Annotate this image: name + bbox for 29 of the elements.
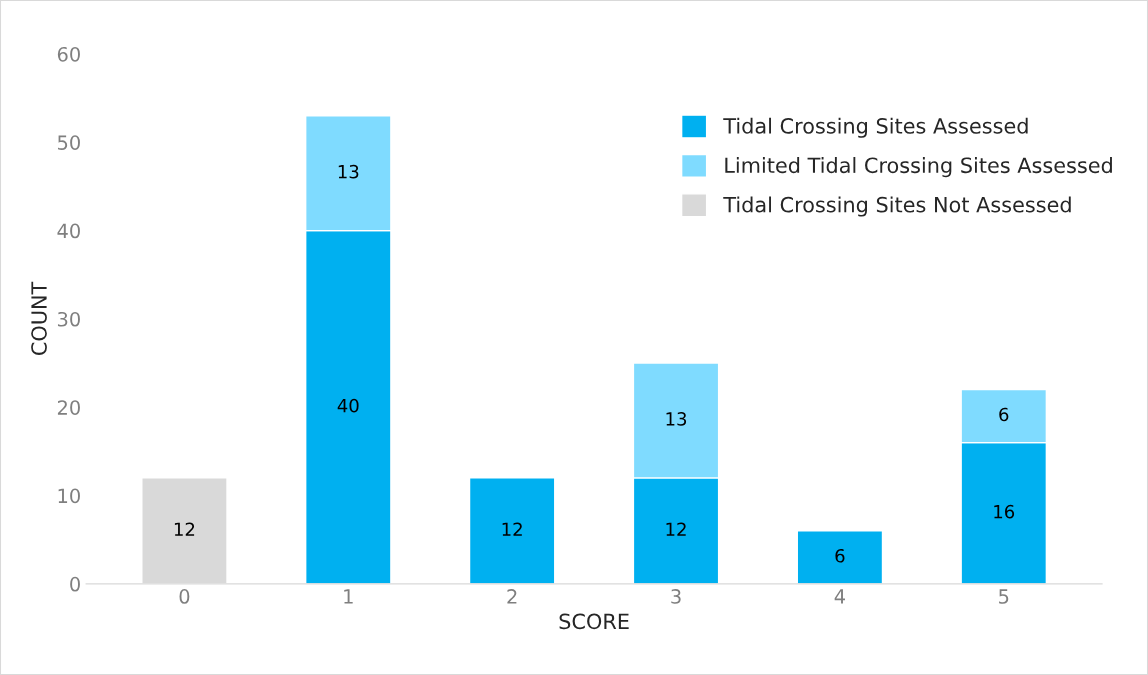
y-tick-label: 50	[58, 135, 80, 150]
data-label: 12	[502, 522, 522, 536]
x-tick-label: 5	[999, 589, 1009, 604]
y-axis-title: COUNT	[31, 281, 47, 356]
data-label: 16	[994, 504, 1015, 519]
y-tick-label: 0	[70, 576, 80, 592]
legend-label: Tidal Crossing Sites Assessed	[723, 117, 1028, 138]
legend-label: Tidal Crossing Sites Not Assessed	[723, 196, 1071, 217]
data-label: 13	[338, 164, 359, 179]
x-tick-label: 0	[179, 589, 190, 604]
x-tick-label: 1	[344, 589, 353, 604]
data-label: 12	[666, 522, 686, 536]
y-tick-label: 60	[57, 46, 80, 62]
x-tick-label: 2	[507, 589, 517, 604]
data-label: 12	[174, 522, 195, 536]
legend-label: Limited Tidal Crossing Sites Assessed	[725, 157, 1112, 178]
x-axis-title: SCORE	[559, 613, 629, 630]
y-tick-label: 20	[57, 400, 80, 415]
data-label: 40	[337, 398, 359, 413]
data-label: 13	[666, 412, 687, 426]
bar	[468, 477, 556, 584]
data-label: 6	[835, 548, 845, 563]
data-label: 6	[999, 407, 1009, 422]
y-tick-label: 10	[58, 488, 80, 504]
x-tick-label: 3	[671, 589, 681, 604]
x-tick-label: 4	[834, 589, 845, 604]
bar	[796, 530, 884, 584]
y-tick-label: 30	[57, 311, 80, 327]
y-tick-label: 40	[57, 223, 80, 239]
